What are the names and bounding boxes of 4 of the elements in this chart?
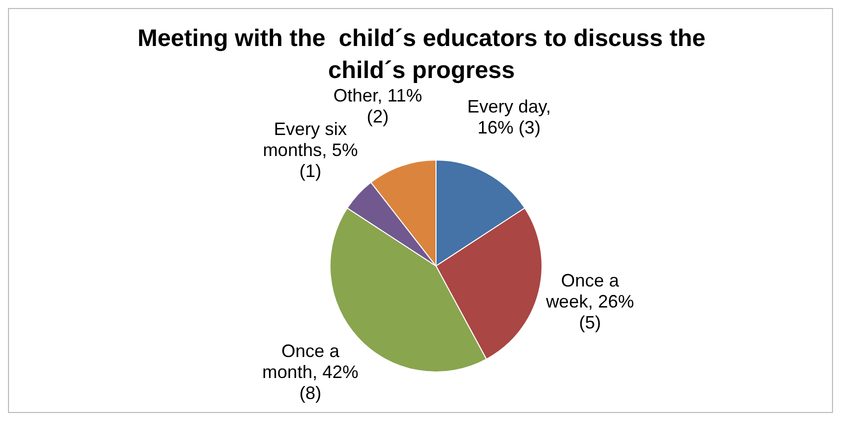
slice-label: Once a month, 42% (8) [262, 341, 358, 404]
slice-label: Every day, 16% (3) [467, 96, 551, 138]
slice-label: Once a week, 26% (5) [544, 270, 634, 332]
chart-title: Meeting with the child´s educators to discuss the child´s progress [136, 24, 707, 86]
